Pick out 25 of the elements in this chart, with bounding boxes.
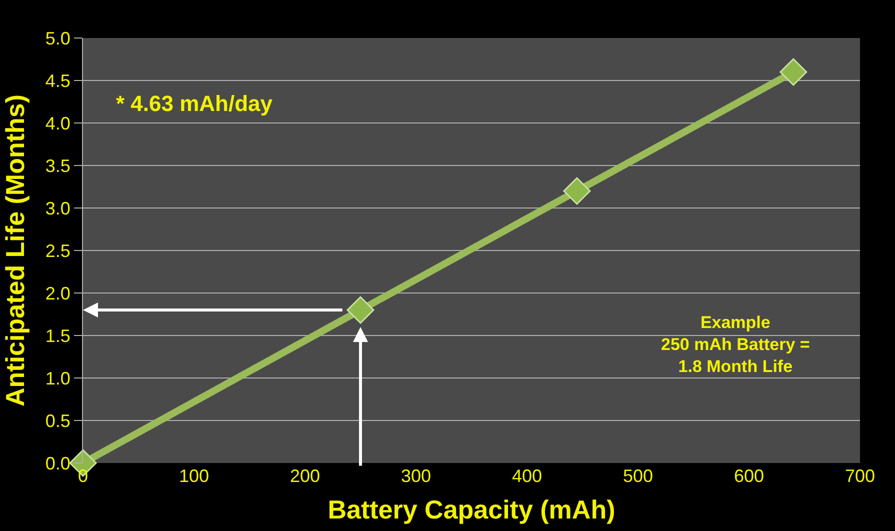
point (563, 177, 591, 205)
y-tick-label: 2.5 (45, 240, 70, 261)
y-tick-label: 3.5 (45, 156, 70, 176)
point (346, 296, 374, 324)
x-tick-label: 100 (178, 466, 210, 486)
y-tick-label: 0.0 (45, 453, 70, 474)
annotation: * 4.63 mAh/day (116, 91, 274, 116)
x-axis-title: Battery Capacity (mAh) (328, 494, 616, 525)
x-tick-label: 300 (400, 466, 432, 486)
y-tick-label: 4.0 (45, 113, 70, 134)
x-tick-label: 600 (734, 466, 764, 486)
y-tick-label: 1.0 (45, 368, 70, 388)
x-tick-label: 500 (622, 466, 654, 486)
y-tick-label: 4.5 (45, 70, 70, 91)
y-tick-label: 2.0 (45, 283, 70, 304)
y-axis-title: Anticipated Life (Months) (0, 94, 30, 406)
x-tick-label: 400 (512, 466, 542, 486)
annotation: Example 250 mAh Battery = 1.8 Month Life (661, 313, 810, 376)
x-tick-label: 200 (290, 466, 320, 486)
y-tick-label: 3.0 (45, 198, 70, 218)
y-tick-label: 0.5 (45, 410, 70, 431)
y-tick-label: 5.0 (45, 28, 70, 48)
y-tick-label: 1.5 (45, 326, 70, 346)
point (780, 58, 808, 86)
x-tick-label: 700 (844, 466, 876, 486)
